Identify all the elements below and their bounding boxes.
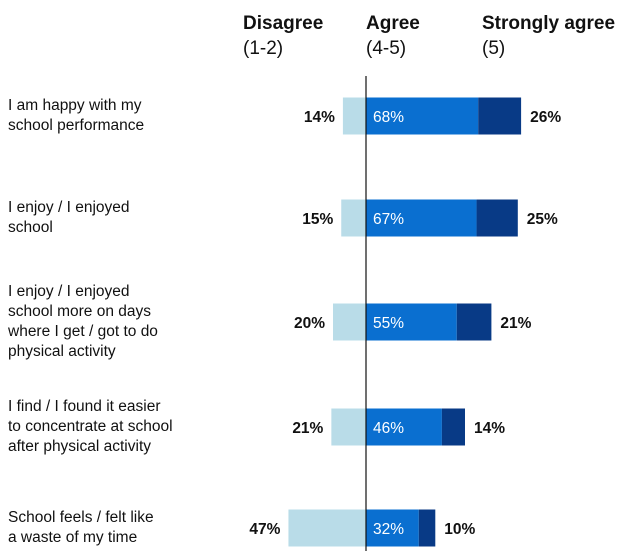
value-label-disagree: 21% [292,420,323,437]
value-label-agree: 46% [373,420,404,437]
bar-disagree [341,199,366,237]
value-label-strongly-agree: 14% [474,420,505,437]
category-label-line: where I get / got to do [8,323,158,340]
category-label-line: after physical activity [8,438,151,455]
value-label-agree: 32% [373,521,404,538]
value-label-disagree: 20% [294,315,325,332]
category-label-line: school [8,219,53,236]
bar-strongly-agree [418,509,436,547]
bar-disagree [288,509,366,547]
category-label-line: I enjoy / I enjoyed [8,283,130,300]
value-label-strongly-agree: 21% [500,315,531,332]
header-disagree: Disagree (1-2) [243,12,323,62]
value-label-strongly-agree: 25% [527,211,558,228]
bar-strongly-agree [478,97,522,135]
header-title: Agree [366,13,420,34]
category-label-line: a waste of my time [8,529,138,546]
bar-disagree [331,408,366,446]
bar-agree [366,509,419,547]
category-label-line: school performance [8,117,145,134]
category-label-line: to concentrate at school [8,418,173,435]
header-strongly-agree: Strongly agree (5) [482,12,615,62]
category-label-line: I enjoy / I enjoyed [8,199,130,216]
bar-disagree [342,97,366,135]
category-label-line: physical activity [8,343,116,360]
header-sub: (5) [482,38,506,59]
bar-agree [366,408,442,446]
bar-agree [366,303,457,341]
value-label-disagree: 47% [249,521,280,538]
value-label-strongly-agree: 10% [444,521,475,538]
bar-strongly-agree [456,303,492,341]
category-label-line: school more on days [8,303,152,320]
bar-strongly-agree [476,199,518,237]
category-label-line: I am happy with my [8,97,142,114]
category-label-line: School feels / felt like [8,509,154,526]
category-label: I enjoy / I enjoyed school more on days wh… [8,282,238,362]
category-label: I am happy with my school performance [8,96,238,136]
header-sub: (1-2) [243,38,284,59]
value-label-agree: 55% [373,315,404,332]
category-label-line: I find / I found it easier [8,398,161,415]
value-label-disagree: 14% [304,109,335,126]
header-sub: (4-5) [366,38,407,59]
category-label: I find / I found it easier to concentrate… [8,397,238,457]
value-label-agree: 67% [373,211,404,228]
header-title: Disagree [243,13,324,34]
bar-strongly-agree [441,408,465,446]
header-agree: Agree (4-5) [366,12,420,62]
value-label-strongly-agree: 26% [530,109,561,126]
header-title: Strongly agree [482,13,616,34]
bar-agree [366,199,477,237]
value-label-disagree: 15% [302,211,333,228]
bar-agree [366,97,479,135]
value-label-agree: 68% [373,109,404,126]
category-label: School feels / felt like a waste of my ti… [8,508,238,548]
bar-disagree [333,303,366,341]
category-label: I enjoy / I enjoyed school [8,198,238,238]
